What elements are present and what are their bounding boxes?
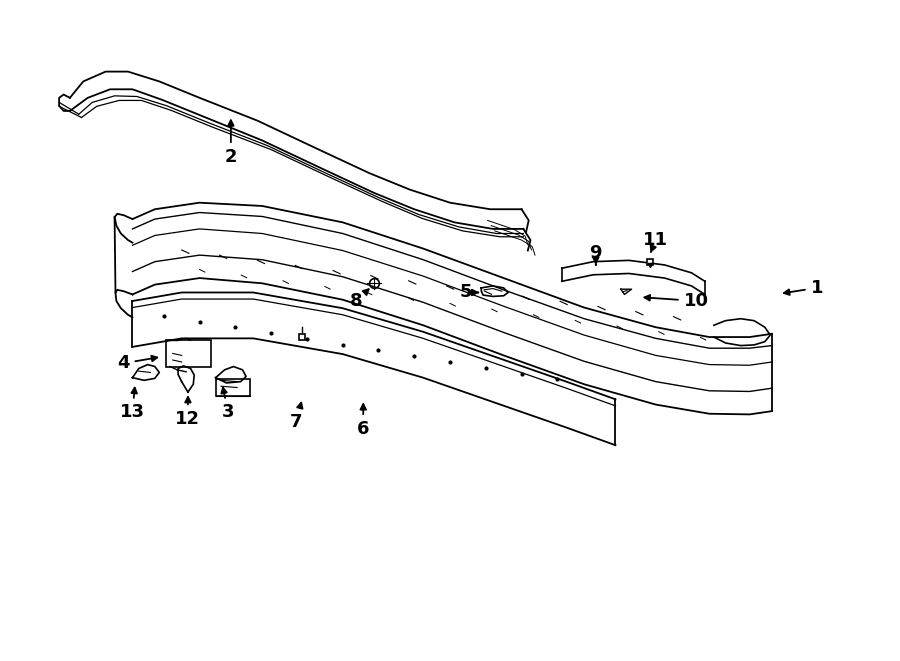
Text: 2: 2	[225, 120, 237, 166]
Text: 12: 12	[176, 397, 201, 428]
Text: 8: 8	[350, 290, 369, 310]
Text: 4: 4	[117, 354, 158, 372]
Text: 1: 1	[784, 279, 823, 297]
Text: 6: 6	[357, 404, 370, 438]
Bar	[216, 379, 249, 396]
Text: 13: 13	[120, 388, 145, 422]
Text: 10: 10	[644, 292, 708, 310]
Text: 7: 7	[290, 403, 302, 431]
Text: 11: 11	[644, 231, 668, 252]
Text: 5: 5	[460, 284, 478, 301]
Bar	[166, 340, 212, 367]
Text: 9: 9	[590, 244, 602, 265]
Text: 3: 3	[221, 387, 234, 422]
